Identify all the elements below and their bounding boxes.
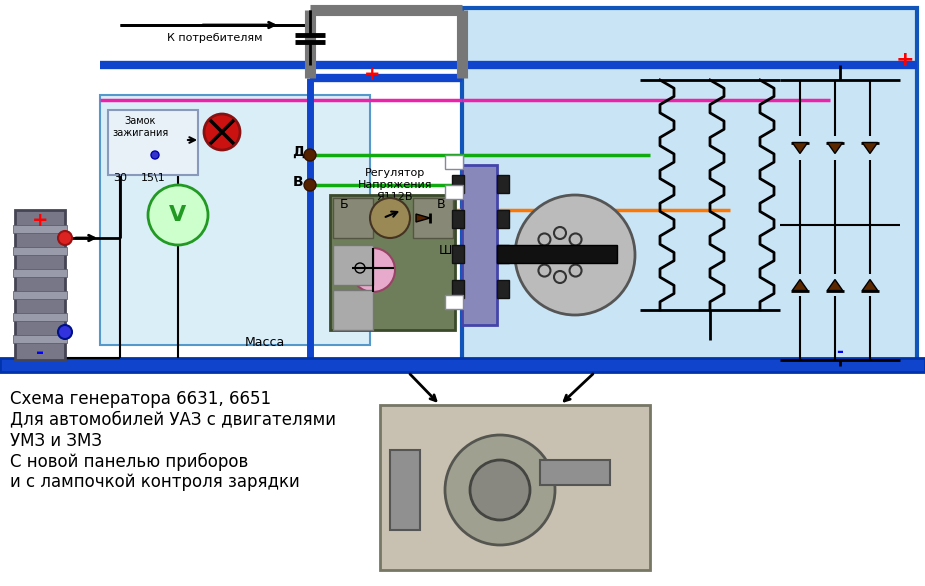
Text: Б: Б (340, 199, 349, 212)
Text: +: + (31, 210, 48, 230)
Bar (13, 335, 67, 343)
Bar (13, 225, 67, 233)
Text: Д: Д (291, 145, 304, 159)
Bar (452, 280, 464, 298)
Circle shape (304, 179, 316, 191)
Bar (413, 198, 453, 238)
Text: +: + (364, 66, 380, 84)
Text: 15\1: 15\1 (141, 173, 166, 183)
Text: ОВ: ОВ (550, 248, 569, 261)
Text: Ш: Ш (438, 244, 451, 257)
Text: Замок
зажигания: Замок зажигания (112, 116, 168, 138)
Bar (13, 269, 67, 277)
Text: К потребителям: К потребителям (167, 33, 263, 43)
Bar (497, 210, 509, 228)
Bar (462, 8, 917, 366)
Bar (445, 295, 463, 309)
Bar (445, 155, 463, 169)
Text: Схема генератора 6631, 6651
Для автомобилей УАЗ с двигателями
УМЗ и ЗМЗ
С новой : Схема генератора 6631, 6651 Для автомоби… (10, 390, 336, 492)
Circle shape (58, 231, 72, 245)
Bar (497, 245, 617, 263)
Bar (497, 280, 509, 298)
Polygon shape (827, 280, 843, 291)
Polygon shape (862, 142, 878, 154)
Bar (540, 460, 610, 485)
Circle shape (370, 198, 410, 238)
Text: +: + (895, 50, 914, 70)
Polygon shape (827, 142, 843, 154)
Circle shape (58, 325, 72, 339)
Text: -: - (36, 342, 44, 362)
Circle shape (515, 195, 635, 315)
Bar (390, 450, 420, 530)
Bar (333, 290, 373, 330)
Bar (13, 291, 67, 299)
Polygon shape (793, 280, 808, 291)
Bar (452, 175, 464, 193)
Circle shape (204, 114, 240, 150)
Circle shape (445, 435, 555, 545)
Bar (333, 245, 373, 285)
Bar (452, 210, 464, 228)
Bar (452, 245, 464, 263)
Circle shape (351, 248, 395, 292)
Bar (330, 195, 455, 330)
Bar (13, 247, 67, 255)
Bar (445, 185, 463, 199)
Circle shape (470, 460, 530, 520)
Bar (15, 210, 65, 360)
Bar (100, 95, 370, 345)
Polygon shape (416, 214, 430, 222)
Bar (497, 175, 509, 193)
Polygon shape (793, 142, 808, 154)
Bar (462, 165, 497, 325)
Bar (108, 110, 198, 175)
Polygon shape (862, 280, 878, 291)
Circle shape (304, 149, 316, 161)
Bar (13, 313, 67, 321)
Text: V: V (169, 205, 187, 225)
Text: Регулятор
Напряжения
Я112В: Регулятор Напряжения Я112В (358, 168, 432, 202)
Text: Масса: Масса (245, 336, 285, 349)
Text: -: - (836, 343, 844, 361)
Circle shape (151, 151, 159, 159)
Text: В: В (292, 175, 303, 189)
Text: В: В (437, 199, 445, 212)
Bar (380, 405, 650, 570)
Text: 30: 30 (113, 173, 127, 183)
Bar (333, 198, 373, 238)
Bar (0, 358, 925, 372)
Circle shape (148, 185, 208, 245)
Bar (497, 245, 509, 263)
Bar (0, 372, 925, 586)
